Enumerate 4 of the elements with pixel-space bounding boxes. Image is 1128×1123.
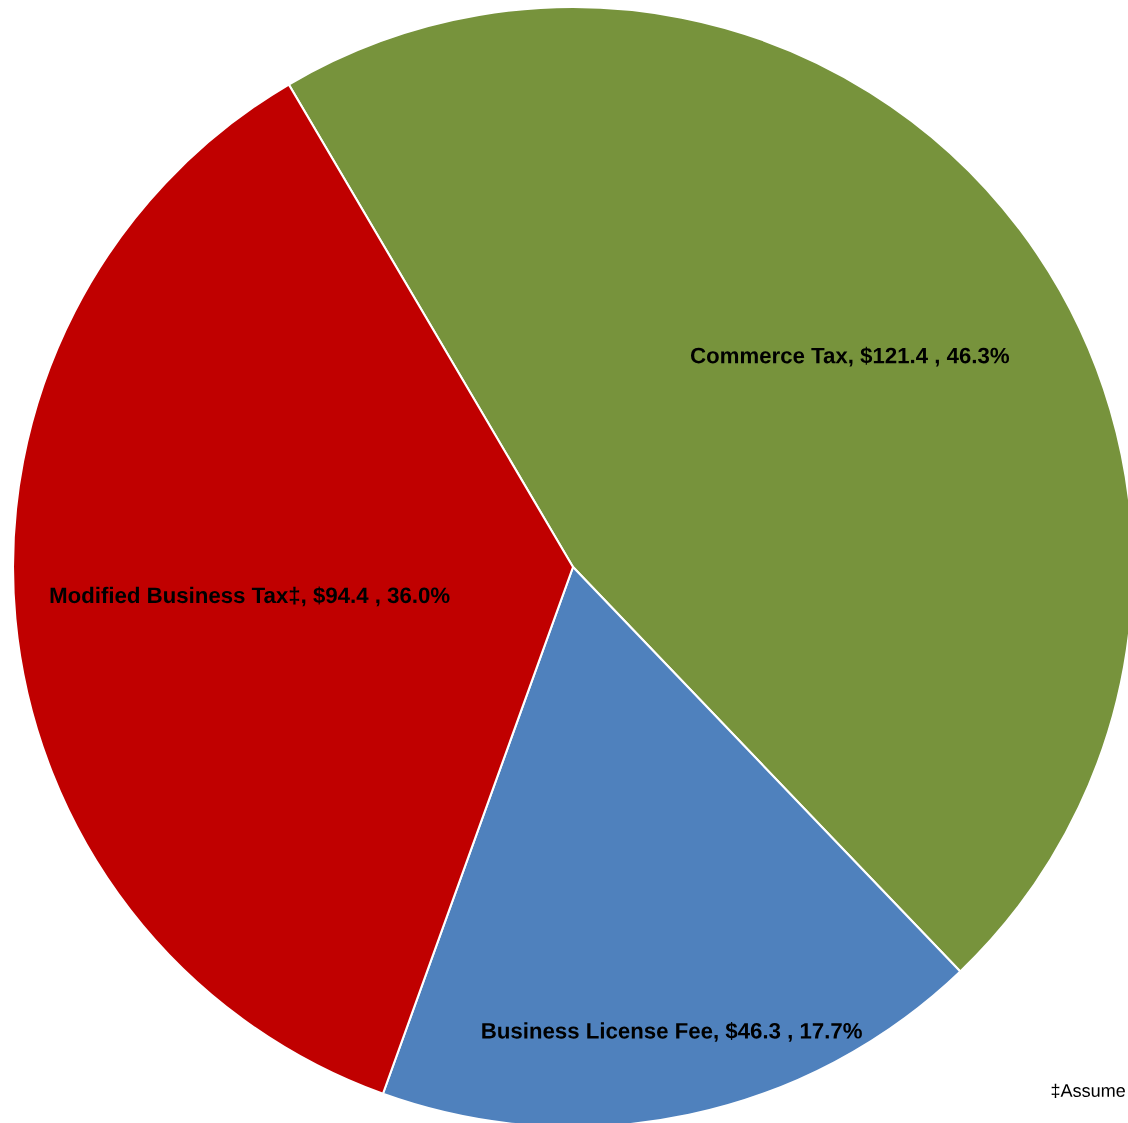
slice-label: Commerce Tax, $121.4 , 46.3% [690,346,1010,367]
text: ‡Assume [1051,1083,1125,1099]
slice-label: Business License Fee, $46.3 , 17.7% [482,1021,862,1042]
slice-label: Modified Business Tax‡, $94.4 , 36.0% [50,586,450,607]
